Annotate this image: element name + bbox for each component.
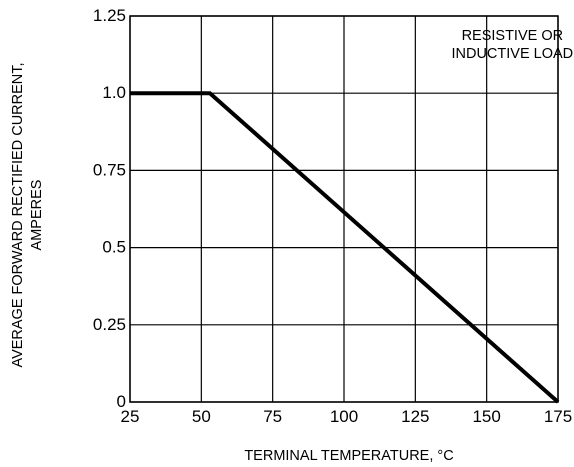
y-axis-title-line-2: AMPERES (29, 180, 45, 251)
x-tick-label: 150 (472, 407, 500, 426)
x-tick-label: 100 (330, 407, 358, 426)
series-group (130, 91, 560, 404)
y-tick-label: 0.75 (93, 160, 126, 179)
y-tick-label: 1.0 (102, 83, 126, 102)
y-tick-label: 0 (117, 392, 126, 411)
x-tick-label: 125 (401, 407, 429, 426)
y-tick-label: 1.25 (93, 6, 126, 25)
y-tick-label: 0.5 (102, 238, 126, 257)
x-tick-labels: 25 50 75 100 125 150 175 (121, 407, 573, 426)
y-axis-title-line-1: AVERAGE FORWARD RECTIFIED CURRENT, (10, 62, 26, 367)
plot-area-frame (129, 15, 559, 403)
y-tick-labels: 0 0.25 0.5 0.75 1.0 1.25 (93, 6, 126, 411)
x-tick-label: 50 (192, 407, 211, 426)
y-tick-label: 0.25 (93, 315, 126, 334)
series-line (130, 91, 560, 404)
x-tick-label: 25 (121, 407, 140, 426)
annotation-line-1: RESISTIVE OR (462, 28, 564, 44)
annotation-line-2: INDUCTIVE LOAD (451, 46, 573, 62)
x-axis-title: TERMINAL TEMPERATURE, °C (244, 448, 453, 464)
x-tick-label: 75 (263, 407, 282, 426)
x-tick-label: 175 (544, 407, 572, 426)
